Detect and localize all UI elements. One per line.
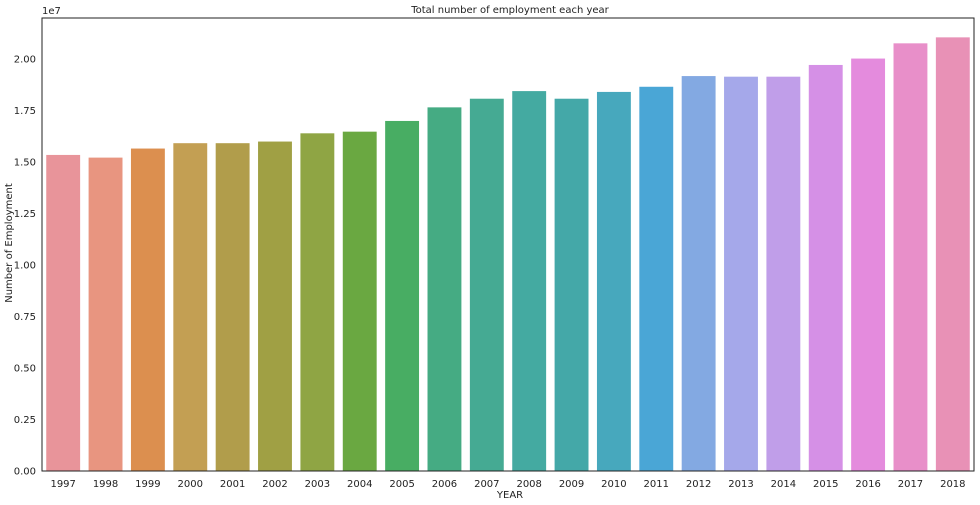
bar-2017 [893,43,928,471]
bar-1999 [130,148,165,472]
bar-2018 [935,37,970,472]
x-tick-label-2000: 2000 [178,479,203,490]
y-tick-label-0.25: 0.25 [14,415,36,426]
bar-2015 [808,64,843,471]
x-tick-label-2010: 2010 [601,479,626,490]
bar-2001 [215,143,250,471]
x-tick-label-2003: 2003 [305,479,330,490]
x-tick-label-2002: 2002 [262,479,287,490]
bar-2002 [258,141,292,472]
bar-2013 [724,76,758,472]
x-tick-label-1998: 1998 [93,479,118,490]
bar-2007 [469,98,504,471]
y-tick-label-0.50: 0.50 [14,364,36,375]
x-tick-label-2015: 2015 [813,479,838,490]
x-tick-label-2007: 2007 [474,479,499,490]
x-tick-label-2011: 2011 [644,479,669,490]
bar-2012 [681,76,716,471]
x-tick-label-2018: 2018 [940,479,965,490]
x-tick-label-2013: 2013 [728,479,753,490]
bar-1997 [46,154,81,471]
bar-2010 [596,91,631,472]
y-axis-label: Number of Employment [4,183,15,303]
bar-2014 [766,76,801,472]
y-tick-label-1.75: 1.75 [14,106,36,117]
y-axis-ticks: 0.00 0.25 0.50 0.75 1.00 1.25 1.50 1.75 2.00 [14,55,36,478]
x-tick-label-2012: 2012 [686,479,711,490]
bar-2016 [851,58,886,472]
y-tick-label-1.00: 1.00 [14,261,36,272]
chart-title: Total number of employment each year [410,5,609,16]
x-tick-label-2014: 2014 [771,479,796,490]
y-tick-label-1.50: 1.50 [14,158,36,169]
bar-1998 [88,157,123,472]
x-tick-label-2004: 2004 [347,479,372,490]
bar-2004 [342,131,377,471]
y-tick-label-1.25: 1.25 [14,209,36,220]
bars-group [46,37,970,472]
x-tick-label-2008: 2008 [516,479,541,490]
x-tick-label-1997: 1997 [50,479,75,490]
x-tick-label-2017: 2017 [898,479,923,490]
bar-2003 [300,133,335,471]
x-axis-ticks: 1997 1998 1999 2000 2001 2002 2003 2004 2005 2006… [50,479,965,490]
y-axis-offset-label: 1e7 [42,6,61,17]
bar-2009 [554,98,589,471]
bar-2008 [512,91,547,471]
x-tick-label-2005: 2005 [389,479,414,490]
y-tick-label-0.00: 0.00 [14,467,36,478]
bar-2011 [639,86,674,472]
plot-frame [41,17,975,472]
x-tick-label-2006: 2006 [432,479,457,490]
bar-2000 [173,143,208,471]
x-tick-label-2001: 2001 [220,479,245,490]
y-tick-label-2.00: 2.00 [14,55,36,66]
y-tick-label-0.75: 0.75 [14,312,36,323]
x-tick-label-2009: 2009 [559,479,584,490]
x-tick-label-1999: 1999 [135,479,160,490]
bar-2006 [427,107,462,472]
x-tick-label-2016: 2016 [855,479,880,490]
bar-2005 [385,120,420,471]
x-axis-label: YEAR [496,490,523,501]
